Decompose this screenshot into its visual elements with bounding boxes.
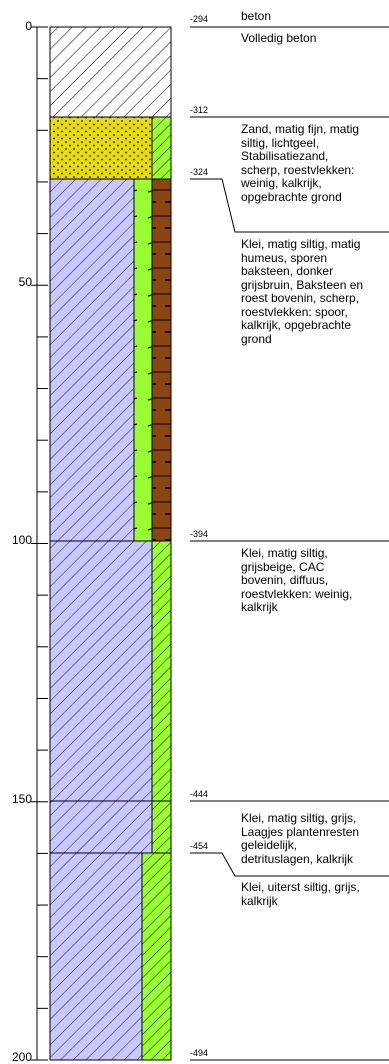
- depth-tick-label: 100: [11, 533, 32, 547]
- layer-clay-humic-green: [133, 178, 153, 542]
- level-label: -294: [190, 14, 209, 24]
- depth-tick-label: 0: [25, 19, 32, 33]
- level-label: -324: [190, 167, 209, 177]
- level-label: -454: [190, 841, 209, 851]
- layer-concrete: [49, 26, 172, 118]
- level-line-454: [190, 852, 389, 877]
- layer-clay-plantremains-green: [151, 800, 172, 854]
- layer-clay-verysilty-green: [141, 852, 172, 1061]
- axis-ticks: [31, 26, 48, 1061]
- level-label: -394: [190, 529, 209, 539]
- layer-clay-humic: [49, 178, 135, 542]
- layer-title: beton: [241, 9, 272, 23]
- depth-tick-label: 50: [18, 275, 32, 289]
- level-line-324: [190, 178, 389, 233]
- layer-sand: [49, 116, 153, 180]
- depth-tick-label: 150: [11, 792, 32, 806]
- layer-description: Klei, matig siltig, grijsbeige, CAC bove…: [241, 546, 353, 614]
- level-label: -494: [190, 1048, 209, 1058]
- depth-tick-label: 200: [11, 1050, 32, 1064]
- layer-description: Zand, matig fijn, matig siltig, lichtgee…: [241, 122, 360, 204]
- layer-sand-green: [151, 116, 172, 180]
- layer-description: Klei, matig siltig, matig humeus, sporen…: [241, 237, 364, 346]
- level-label: -312: [190, 105, 209, 115]
- layer-description: Volledig beton: [241, 31, 317, 45]
- layer-description: Klei, uiterst siltig, grijs, kalkrijk: [241, 880, 360, 908]
- layer-clay-verysilty: [49, 852, 143, 1061]
- layer-clay-humic-brick: [151, 178, 172, 542]
- level-label: -444: [190, 789, 209, 799]
- layer-clay-greybeige-green: [151, 540, 172, 802]
- layer-clay-plantremains: [49, 800, 153, 854]
- layer-clay-greybeige: [49, 540, 153, 802]
- layer-description: Klei, matig siltig, grijs, Laagjes plant…: [241, 811, 360, 866]
